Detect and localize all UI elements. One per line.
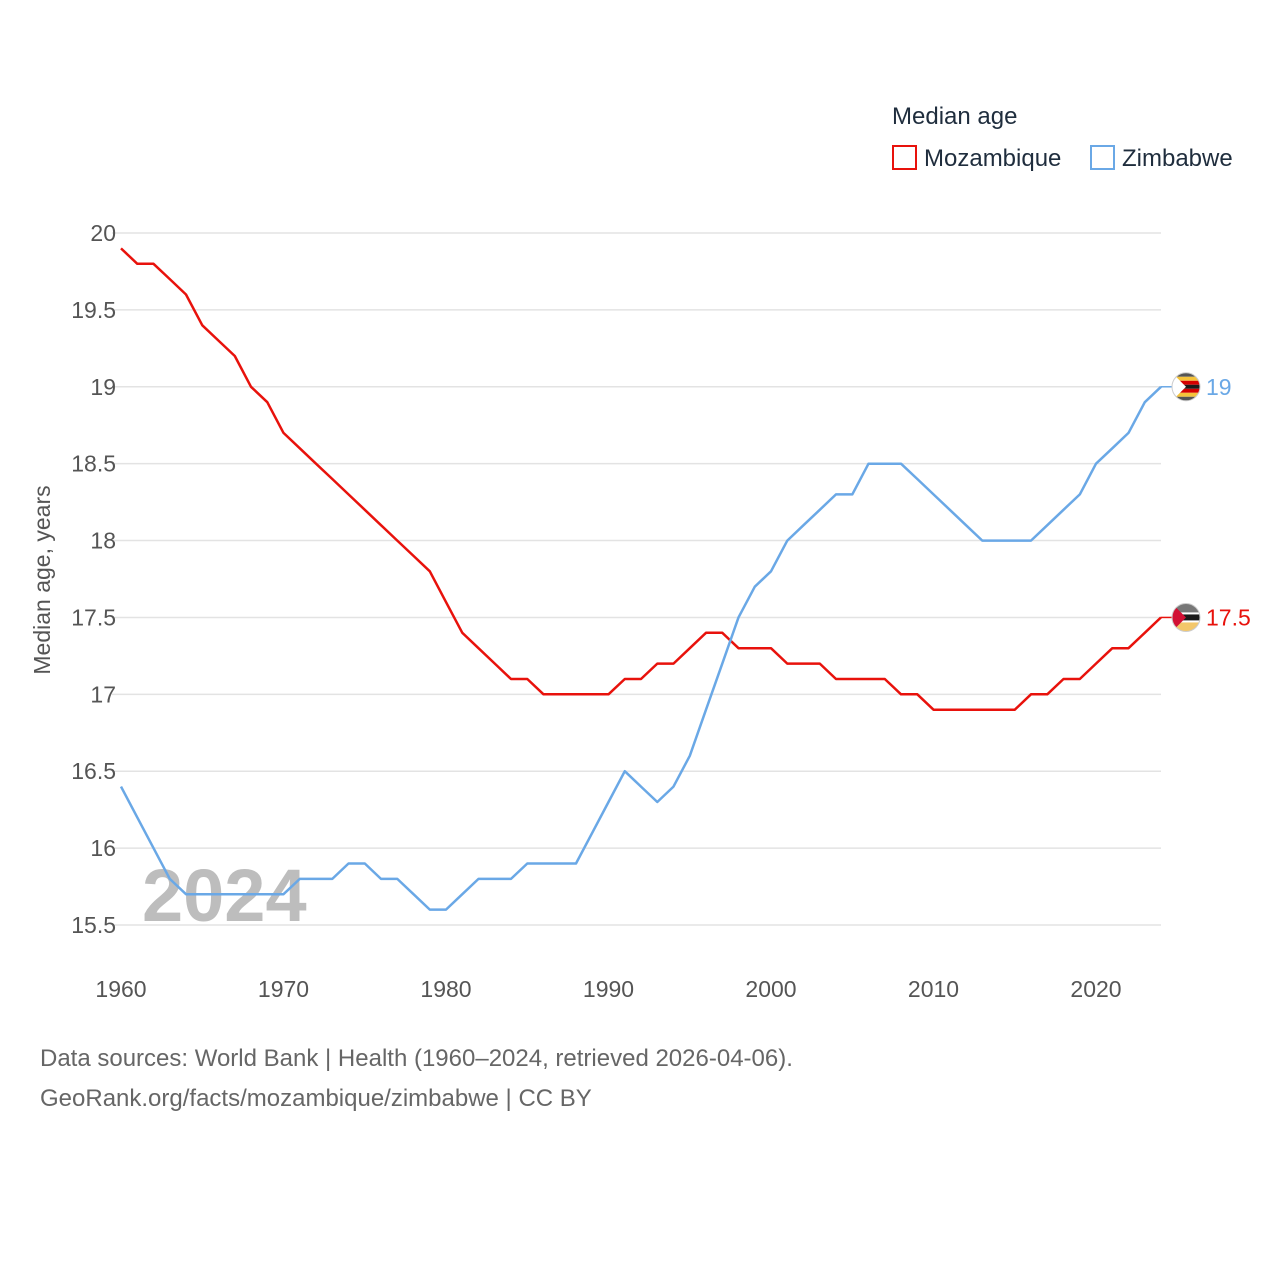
x-tick-label: 2000: [745, 976, 796, 1002]
legend-swatch-zimbabwe[interactable]: [1090, 145, 1115, 170]
source-note: Data sources: World Bank | Health (1960–…: [40, 1045, 793, 1072]
y-tick-label: 16.5: [71, 758, 116, 784]
y-tick-label: 18: [90, 528, 116, 554]
mozambique-flag-icon: [1171, 602, 1201, 632]
legend-swatch-mozambique[interactable]: [892, 145, 917, 170]
y-tick-label: 20: [90, 220, 116, 246]
x-tick-label: 1960: [95, 976, 146, 1002]
x-tick-label: 1970: [258, 976, 309, 1002]
y-tick-label: 15.5: [71, 912, 116, 938]
series-lines: [119, 247, 1162, 911]
series-line-zimbabwe[interactable]: [119, 385, 1162, 911]
y-axis-ticks: 15.5 16 16.5 17 17.5 18 18.5 19 19.5 20: [71, 220, 116, 938]
y-axis-title: Median age, years: [29, 485, 55, 674]
y-tick-label: 19: [90, 374, 116, 400]
x-tick-label: 1990: [583, 976, 634, 1002]
legend-title: Median age: [892, 103, 1017, 130]
zimbabwe-flag-icon: [1171, 372, 1201, 402]
y-tick-label: 17.5: [71, 604, 116, 630]
gridlines: [112, 232, 1161, 926]
end-value-label-mozambique: 17.5: [1206, 604, 1251, 630]
legend-label-mozambique[interactable]: Mozambique: [924, 145, 1061, 172]
x-tick-label: 1980: [420, 976, 471, 1002]
year-watermark: 2024: [142, 854, 307, 937]
series-line-mozambique[interactable]: [120, 247, 1162, 711]
y-tick-label: 19.5: [71, 297, 116, 323]
x-tick-label: 2020: [1070, 976, 1121, 1002]
end-value-label-zimbabwe: 19: [1206, 374, 1232, 400]
x-axis-ticks: 1960 1970 1980 1990 2000 2010 2020: [95, 976, 1121, 1002]
source-link[interactable]: GeoRank.org/facts/mozambique/zimbabwe | …: [40, 1085, 592, 1112]
series-end-markers: 17.5 19: [1161, 372, 1251, 632]
x-tick-label: 2010: [908, 976, 959, 1002]
y-tick-label: 16: [90, 835, 116, 861]
legend-label-zimbabwe[interactable]: Zimbabwe: [1122, 145, 1233, 172]
legend: Median age Mozambique Zimbabwe: [892, 103, 1233, 172]
y-tick-label: 17: [90, 681, 116, 707]
y-tick-label: 18.5: [71, 451, 116, 477]
